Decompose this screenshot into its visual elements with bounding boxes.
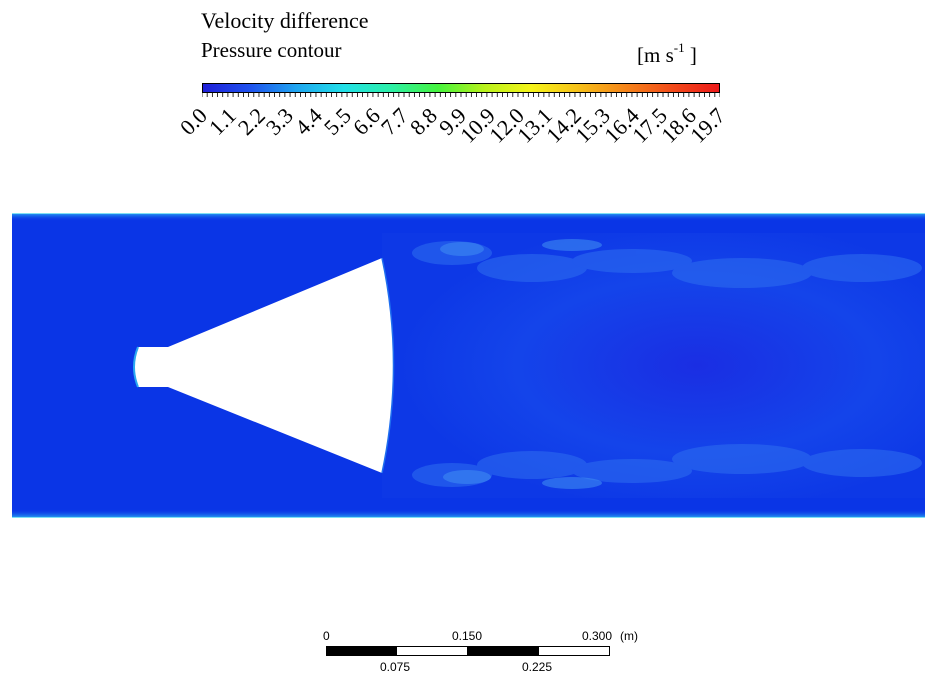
scale-label-0300: 0.300 — [582, 629, 613, 643]
colorbar-ticks — [202, 93, 720, 97]
scale-segment-3 — [467, 646, 539, 656]
shear-layer-top — [412, 241, 922, 288]
units-main: [m s — [637, 43, 674, 67]
cone-edge — [133, 346, 139, 388]
cone-object — [134, 258, 394, 473]
scale-label-0150: 0.150 — [452, 629, 483, 643]
velocity-field — [12, 213, 925, 518]
legend-subtitle: Pressure contour — [201, 38, 342, 62]
shear-layer-highlights — [440, 239, 602, 489]
legend-units: [m s-1 ] — [637, 37, 697, 68]
colorbar — [202, 83, 720, 93]
units-exponent: -1 — [673, 40, 685, 55]
colorbar-tick-label: 19.7 — [685, 102, 730, 148]
top-wall-layer — [12, 213, 925, 221]
scale-unit: (m) — [620, 629, 638, 643]
scale-segment-4 — [538, 646, 610, 656]
bottom-wall-layer — [12, 509, 925, 518]
scale-segment-2 — [396, 646, 468, 656]
scale-segment-1 — [326, 646, 397, 656]
scale-label-0225: 0.225 — [522, 660, 553, 674]
units-close: ] — [684, 43, 697, 67]
scale-label-0075: 0.075 — [380, 660, 411, 674]
legend-title: Velocity difference — [201, 8, 369, 33]
shear-layer-bottom — [412, 444, 922, 487]
scale-label-0: 0 — [323, 629, 330, 643]
